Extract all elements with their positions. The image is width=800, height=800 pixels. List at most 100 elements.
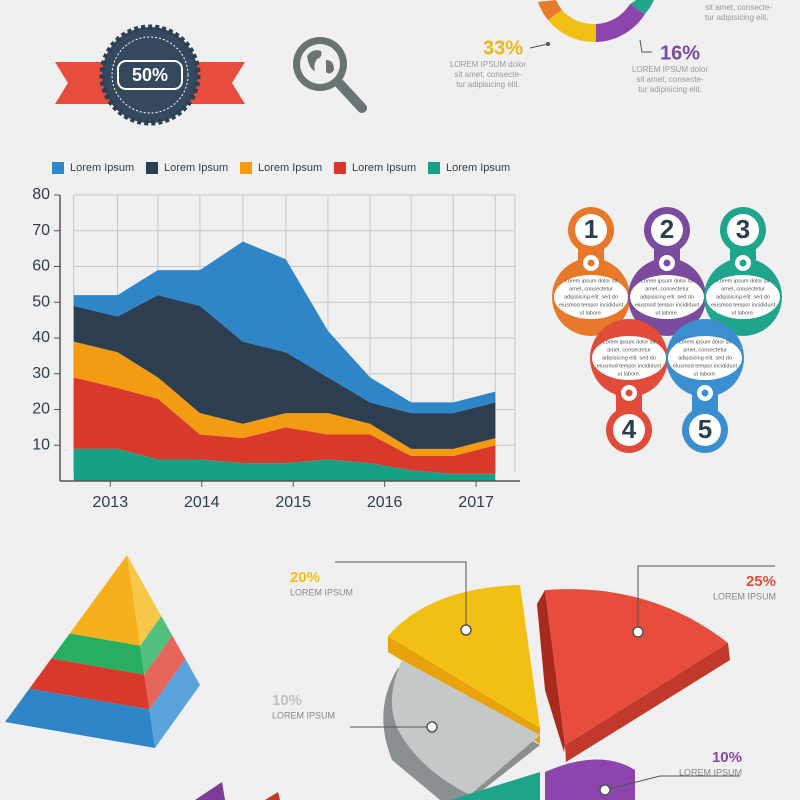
pie-value: 25% [746,573,776,590]
pyramid-layer [5,688,155,748]
pie-side [537,590,565,752]
donut-segment [630,0,654,14]
step-text-bg [630,275,704,319]
callout-text: LOREM IPSUM dolor [450,60,526,69]
legend-label: Lorem Ipsum [352,162,416,174]
ribbon-left [55,62,110,104]
connector [604,775,740,791]
step-icon-dot [739,259,747,267]
callout-value: 33% [483,37,523,59]
pyramid-layer [51,633,145,675]
step-text: adipisicing elit. sed do [564,294,618,300]
y-tick-label: 40 [32,329,50,346]
step-icon-dot [701,389,709,397]
callout-text: LOREM IPSUM dolor [632,65,708,74]
step-text: ut labore. [694,371,717,377]
pie-label: LOREM IPSUM [290,587,353,597]
step-text: eiusmod tempor incididunt [711,302,776,308]
pyramid-layer [140,616,173,675]
pie-label: LOREM IPSUM [713,591,776,601]
legend-label: Lorem Ipsum [164,162,228,174]
step-text-bg [668,336,742,380]
callout-text: sit amet, consecte- [454,70,521,79]
connector-dot [632,626,644,638]
connector [529,43,549,49]
pie-side [565,643,730,762]
callout-text: tur adipisicing elit. [456,80,520,89]
pyramid-layer [127,555,162,646]
connector-dot [426,721,438,733]
pie-label: LOREM IPSUM [679,767,742,777]
legend-swatch [428,162,440,174]
ribbon-right [190,62,245,104]
y-tick-label: 50 [32,293,50,310]
fragment [195,782,225,800]
y-tick-label: 80 [32,186,50,203]
step-text: amet, consectetur [569,286,613,292]
y-tick-label: 10 [32,436,50,453]
step-number-bg [689,414,721,446]
area [73,448,496,481]
step-text: eiusmod tempor incididunt [635,302,700,308]
rosette-ring [111,36,189,114]
legend-swatch [334,162,346,174]
step-icon-dot [625,389,633,397]
legend-label: Lorem Ipsum [70,162,134,174]
legend-label: Lorem Ipsum [258,162,322,174]
step-text: Lorem ipsum dolor sit [679,339,732,345]
connector-dot [599,784,611,796]
pie-slice [388,585,540,728]
pyramid [5,555,200,748]
step-number: 3 [736,214,750,244]
x-tick-label: 2017 [458,494,494,511]
pyramid-layer [144,635,186,710]
step-text: ut labore. [732,310,755,316]
step-text: eiusmod tempor incididunt [559,302,624,308]
connector-dot [460,624,472,636]
step-text: eiusmod tempor incididunt [673,363,738,369]
x-tick-label: 2014 [184,494,220,511]
step-text-bg [554,275,628,319]
pie-value: 10% [712,749,742,766]
pie-slice [545,759,635,800]
donut-segment [548,10,596,43]
legend-swatch [52,162,64,174]
connector-dot [546,42,550,46]
step-text: ut labore. [618,371,641,377]
area [73,241,496,414]
pie-3d [195,561,775,800]
badge-frame [117,60,183,90]
connector [639,39,652,53]
area [73,377,496,474]
handle [333,77,367,113]
step-icon-dot [587,259,595,267]
x-tick-label: 2016 [367,494,403,511]
step-number: 4 [622,414,637,444]
pyramid-layer [149,659,200,748]
donut [529,0,654,53]
step-text: amet, consectetur [607,347,651,353]
legend-swatch [146,162,158,174]
pie-slice [450,772,540,800]
step-number-bg [727,214,759,246]
step-text-bg [706,275,780,319]
callout-value: 16% [660,42,700,64]
callout-text: sit amet, consecte- [636,75,703,84]
step-text: amet, consectetur [721,286,765,292]
connector [335,561,467,630]
connector [637,565,775,632]
step-number-bg [651,214,683,246]
x-tick-label: 2013 [93,494,129,511]
callout-text: tur adipisicing elit. [638,85,702,94]
step-number: 5 [698,414,712,444]
rosette [99,24,201,126]
step-text: Lorem ipsum dolor sit [603,339,656,345]
magnifier-icon [293,37,367,113]
step-text: amet, consectetur [645,286,689,292]
pyramid-layer [69,555,141,646]
area [73,341,496,456]
y-tick-label: 30 [32,365,50,382]
step-text: Lorem ipsum dolor sit [565,278,618,284]
step-number-bg [575,214,607,246]
step-text: Lorem ipsum dolor sit [717,278,770,284]
